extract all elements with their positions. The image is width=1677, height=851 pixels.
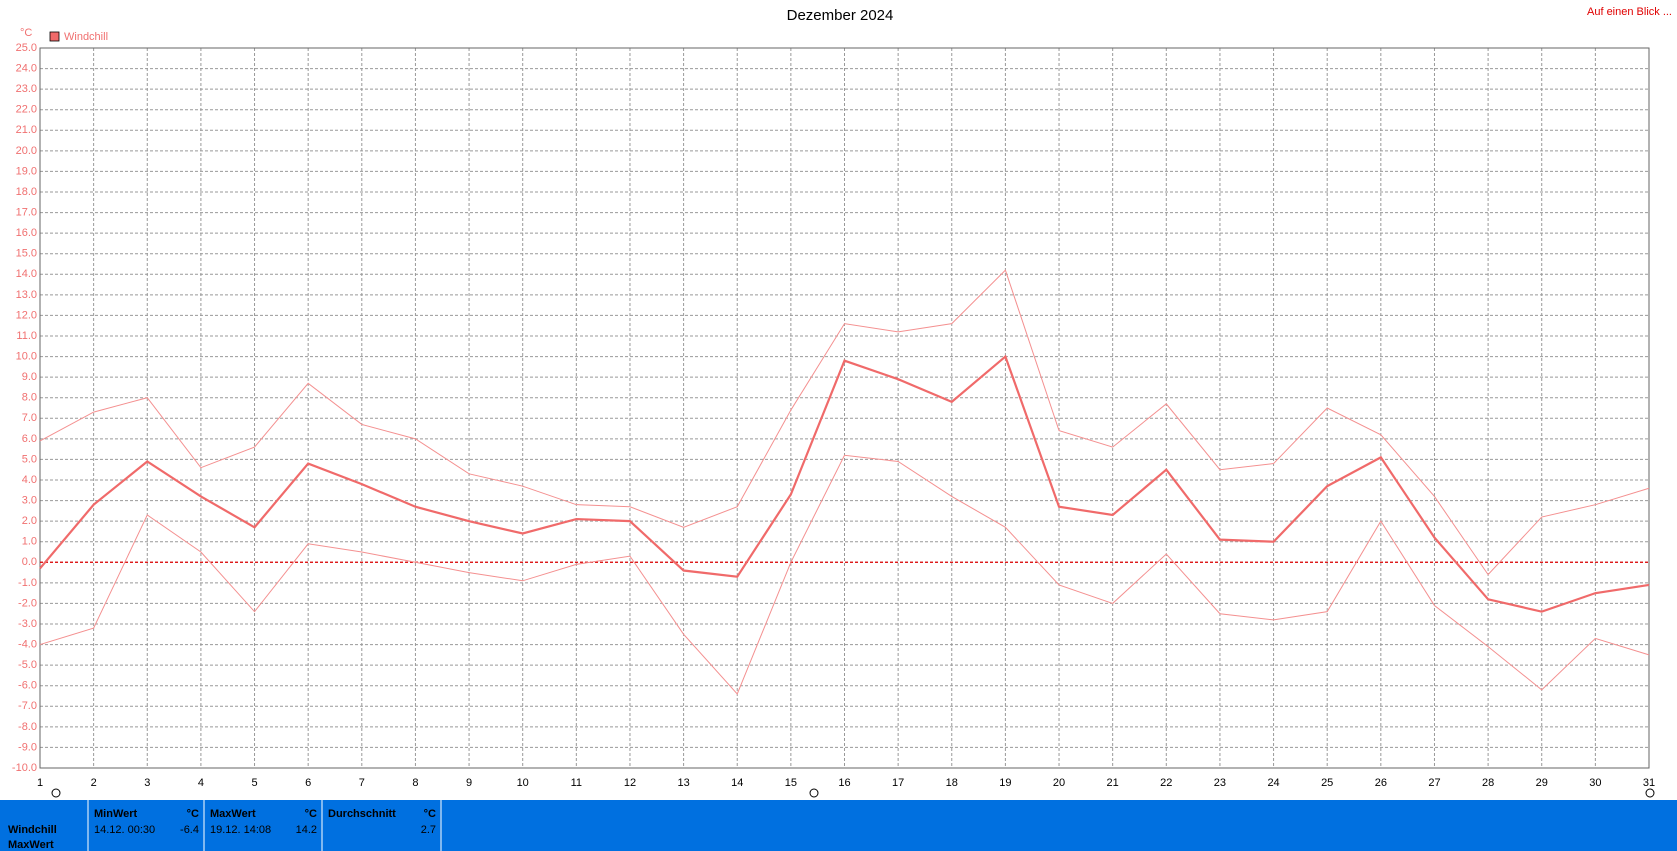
y-tick-label: 11.0 [16,330,37,342]
x-tick-label: 25 [1321,777,1333,789]
plot-frame [39,47,1650,769]
column-unit: °C [187,808,199,820]
x-tick-label: 14 [731,777,743,789]
y-tick-label: 20.0 [16,145,37,157]
x-tick-label: 13 [677,777,689,789]
y-tick-label: 14.0 [16,268,37,280]
y-tick-label: 4.0 [22,474,37,486]
column-header: MinWert [94,808,138,820]
y-tick-label: 12.0 [16,309,37,321]
x-tick-label: 31 [1643,777,1655,789]
column-unit: °C [424,808,436,820]
x-tick-label: 3 [144,777,150,789]
stats-table: Windchill MaxWert MinWert °C 14.12. 00:30 -6.… [8,800,442,851]
x-tick-label: 20 [1053,777,1065,789]
x-tick-label: 6 [305,777,311,789]
cell-time: 14.12. 00:30 [94,824,155,836]
x-tick-label: 23 [1214,777,1226,789]
row-label: MaxWert [8,839,54,851]
y-tick-label: 9.0 [22,371,37,383]
column-unit: °C [305,808,317,820]
y-tick-label: 19.0 [16,165,37,177]
x-tick-label: 8 [412,777,418,789]
cell-value: 2.7 [421,824,436,836]
y-tick-label: 23.0 [16,83,37,95]
cell-time: 19.12. 14:08 [210,824,271,836]
series-line [39,269,1650,576]
y-tick-label: 21.0 [16,124,37,136]
row-label: Windchill [8,824,57,836]
y-tick-label: 8.0 [22,392,37,404]
y-tick-label: 17.0 [16,206,37,218]
y-tick-label: 25.0 [16,42,37,54]
x-tick-label: 5 [251,777,257,789]
y-tick-label: -1.0 [18,577,37,589]
legend-label: Windchill [64,31,108,43]
y-tick-label: 15.0 [16,248,37,260]
x-tick-label: 4 [198,777,204,789]
y-tick-label: 22.0 [16,104,37,116]
x-tick-label: 9 [466,777,472,789]
overview-link[interactable]: Auf einen Blick ... [1587,6,1672,18]
x-tick-label: 27 [1428,777,1440,789]
y-tick-label: -8.0 [18,721,37,733]
cell-value: 14.2 [296,824,317,836]
marker [1645,788,1655,798]
y-tick-label: -6.0 [18,680,37,692]
x-tick-label: 17 [892,777,904,789]
stats-bar [0,800,1677,851]
legend-swatch [49,31,60,42]
x-tick-label: 7 [359,777,365,789]
y-tick-label: -2.0 [18,597,37,609]
y-tick-label: -9.0 [18,741,37,753]
column-header: Durchschnitt [328,808,396,820]
chart-title: Dezember 2024 [787,7,894,24]
y-tick-label: -5.0 [18,659,37,671]
x-tick-label: 21 [1107,777,1119,789]
x-tick-label: 28 [1482,777,1494,789]
x-tick-label: 22 [1160,777,1172,789]
column-header: MaxWert [210,808,256,820]
x-tick-label: 29 [1536,777,1548,789]
y-tick-label: 24.0 [16,62,37,74]
x-tick-label: 19 [999,777,1011,789]
series-line [39,454,1650,695]
y-tick-label: -7.0 [18,700,37,712]
x-tick-label: 10 [517,777,529,789]
x-tick-label: 2 [91,777,97,789]
cell-value: -6.4 [180,824,199,836]
series-line [39,354,1650,613]
y-tick-label: 2.0 [22,515,37,527]
marker [809,788,819,798]
y-tick-label: 6.0 [22,433,37,445]
y-unit: °C [20,27,32,39]
y-tick-label: -10.0 [12,762,37,774]
x-tick-label: 30 [1589,777,1601,789]
y-tick-label: 7.0 [22,412,37,424]
y-tick-label: 13.0 [16,289,37,301]
x-tick-label: 1 [37,777,43,789]
x-tick-label: 16 [838,777,850,789]
x-tick-label: 26 [1375,777,1387,789]
x-tick-label: 15 [785,777,797,789]
x-tick-label: 24 [1267,777,1279,789]
y-tick-label: 10.0 [16,350,37,362]
y-tick-label: 16.0 [16,227,37,239]
y-tick-label: -4.0 [18,638,37,650]
y-tick-label: 18.0 [16,186,37,198]
x-tick-label: 12 [624,777,636,789]
y-tick-label: 0.0 [22,556,37,568]
x-tick-label: 11 [571,777,582,789]
marker [51,788,61,798]
y-tick-label: 3.0 [22,494,37,506]
x-tick-label: 18 [946,777,958,789]
y-tick-label: 5.0 [22,453,37,465]
y-tick-label: -3.0 [18,618,37,630]
y-tick-label: 1.0 [22,536,37,548]
